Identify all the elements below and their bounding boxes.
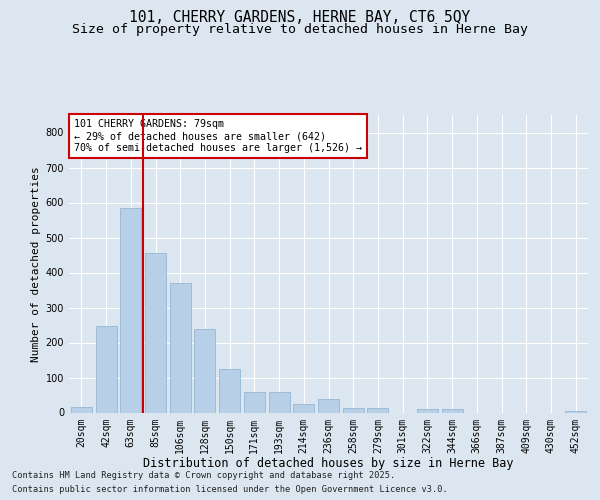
Bar xyxy=(194,328,215,412)
Y-axis label: Number of detached properties: Number of detached properties xyxy=(31,166,41,362)
Bar xyxy=(170,283,191,412)
Bar xyxy=(565,411,586,412)
X-axis label: Distribution of detached houses by size in Herne Bay: Distribution of detached houses by size … xyxy=(143,457,514,470)
Text: Size of property relative to detached houses in Herne Bay: Size of property relative to detached ho… xyxy=(72,22,528,36)
Bar xyxy=(417,409,438,412)
Bar xyxy=(95,326,116,412)
Bar xyxy=(120,208,141,412)
Bar xyxy=(145,253,166,412)
Bar xyxy=(367,408,388,412)
Text: 101 CHERRY GARDENS: 79sqm
← 29% of detached houses are smaller (642)
70% of semi: 101 CHERRY GARDENS: 79sqm ← 29% of detac… xyxy=(74,120,362,152)
Bar xyxy=(269,392,290,412)
Bar xyxy=(293,404,314,412)
Bar xyxy=(318,399,339,412)
Bar xyxy=(442,409,463,412)
Bar xyxy=(71,407,92,412)
Text: Contains public sector information licensed under the Open Government Licence v3: Contains public sector information licen… xyxy=(12,485,448,494)
Text: Contains HM Land Registry data © Crown copyright and database right 2025.: Contains HM Land Registry data © Crown c… xyxy=(12,471,395,480)
Bar xyxy=(219,369,240,412)
Bar xyxy=(343,408,364,412)
Text: 101, CHERRY GARDENS, HERNE BAY, CT6 5QY: 101, CHERRY GARDENS, HERNE BAY, CT6 5QY xyxy=(130,10,470,25)
Bar xyxy=(244,392,265,412)
